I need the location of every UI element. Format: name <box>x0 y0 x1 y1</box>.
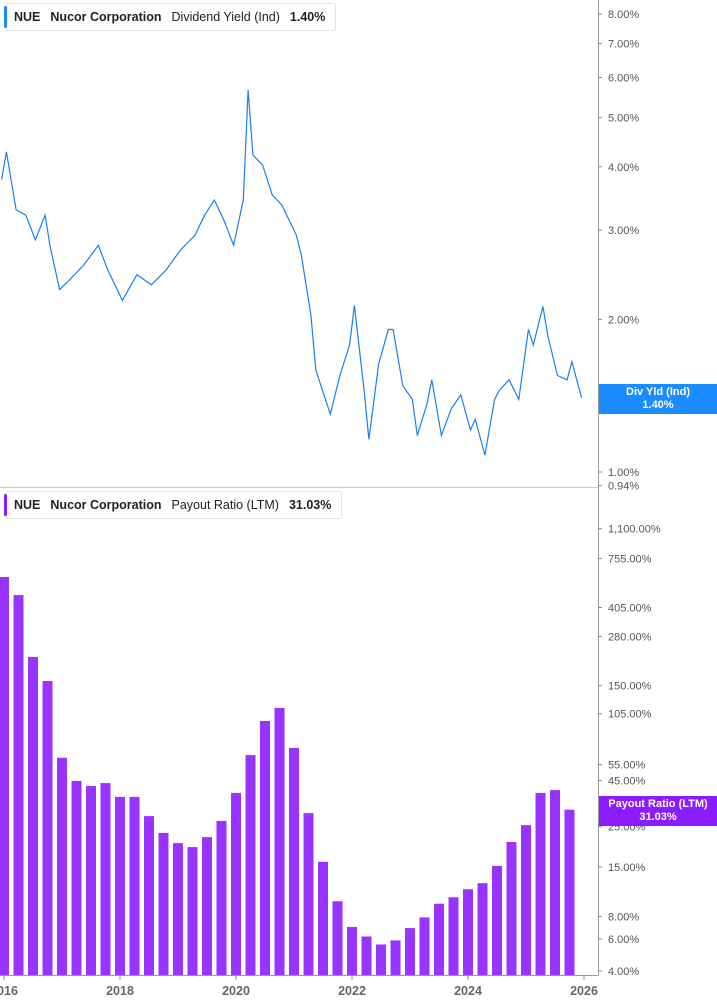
payout-bar <box>405 928 415 975</box>
payout-bar <box>506 841 517 975</box>
x-tick-label: 2018 <box>106 984 134 998</box>
y-tick-label: 755.00% <box>608 553 652 565</box>
y-tick-label: 7.00% <box>608 39 639 51</box>
y-tick-label: 2.00% <box>608 314 639 326</box>
x-tick-label: 2020 <box>222 984 250 998</box>
y-tick-label: 105.00% <box>608 709 652 721</box>
payout-bar <box>42 681 53 975</box>
legend-ticker: NUE <box>14 498 41 512</box>
payout-bar <box>434 903 444 975</box>
payout-bar <box>158 832 169 975</box>
payout-bar <box>260 721 270 975</box>
tag-label: Div Yld (Ind) <box>626 386 690 398</box>
legend-metric: Payout Ratio (LTM) <box>171 498 279 512</box>
y-tick-label: 45.00% <box>608 775 646 787</box>
payout-bar <box>535 792 546 975</box>
payout-bar <box>129 796 140 975</box>
payout-bar <box>216 820 227 975</box>
payout-bar <box>361 936 372 975</box>
payout-bar <box>390 940 401 975</box>
legend-company: Nucor Corporation <box>50 498 162 512</box>
payout-bar <box>115 796 125 975</box>
y-tick-label: 280.00% <box>608 631 652 643</box>
x-tick-label: 2016 <box>0 984 18 998</box>
current-value-tag-dividend-yield: Div Yld (Ind) 1.40% <box>599 384 717 414</box>
payout-bar <box>28 656 38 975</box>
payout-bar <box>274 707 285 975</box>
payout-bar <box>521 825 531 975</box>
y-tick-label: 1,100.00% <box>608 524 661 536</box>
payout-bar <box>231 792 241 975</box>
y-tick-label: 8.00% <box>608 9 639 21</box>
payout-bar <box>564 809 575 975</box>
legend-value: 31.03% <box>288 498 332 512</box>
y-tick-label: 4.00% <box>608 162 639 174</box>
y-tick-label: 6.00% <box>608 72 639 84</box>
bottom-legend: NUE Nucor Corporation Payout Ratio (LTM)… <box>4 491 343 519</box>
tag-value: 1.40% <box>642 399 674 411</box>
x-tick-label: 2026 <box>570 984 598 998</box>
y-tick-label: 405.00% <box>608 602 652 614</box>
payout-bar <box>376 944 386 975</box>
x-tick-label: 2024 <box>454 984 482 998</box>
payout-bar <box>419 917 430 975</box>
payout-bar <box>347 926 357 975</box>
payout-bar <box>100 783 111 975</box>
current-value-tag-payout-ratio: Payout Ratio (LTM) 31.03% <box>599 796 717 826</box>
payout-bar <box>187 847 198 975</box>
payout-bar <box>144 816 154 975</box>
series-color-marker <box>4 6 7 28</box>
tag-value: 31.03% <box>639 811 677 823</box>
payout-bar <box>202 837 212 975</box>
legend-metric: Dividend Yield (Ind) <box>171 10 280 24</box>
payout-bar <box>448 897 459 975</box>
legend-ticker: NUE <box>14 10 41 24</box>
payout-bar <box>492 865 502 975</box>
payout-bar <box>86 786 96 975</box>
y-tick-label: 6.00% <box>608 934 639 946</box>
payout-bar <box>71 780 82 975</box>
payout-bar <box>463 889 473 975</box>
payout-bar <box>550 790 560 975</box>
y-tick-label: 55.00% <box>608 760 646 772</box>
dividend-yield-line <box>1 89 583 456</box>
payout-bar <box>13 595 24 975</box>
y-tick-label: 150.00% <box>608 681 652 693</box>
y-tick-label: 15.00% <box>608 862 646 874</box>
y-tick-label: 8.00% <box>608 911 639 923</box>
y-tick-label: 5.00% <box>608 113 639 125</box>
payout-bar <box>0 577 9 975</box>
tag-label: Payout Ratio (LTM) <box>608 798 708 810</box>
payout-bar <box>173 843 183 975</box>
payout-bar <box>289 748 299 975</box>
legend-value: 1.40% <box>289 10 326 24</box>
payout-bar <box>57 757 67 975</box>
y-tick-label: 4.00% <box>608 966 639 978</box>
y-tick-label: 0.94% <box>608 481 639 493</box>
payout-bar <box>477 883 488 975</box>
y-tick-label: 1.00% <box>608 467 639 479</box>
y-tick-label: 3.00% <box>608 225 639 237</box>
payout-bar <box>332 901 343 975</box>
series-color-marker <box>4 494 7 516</box>
payout-bar <box>245 755 256 975</box>
top-legend: NUE Nucor Corporation Dividend Yield (In… <box>4 3 337 31</box>
x-tick-label: 2022 <box>338 984 366 998</box>
legend-company: Nucor Corporation <box>50 10 162 24</box>
payout-bar <box>303 813 314 975</box>
payout-bar <box>318 861 328 975</box>
